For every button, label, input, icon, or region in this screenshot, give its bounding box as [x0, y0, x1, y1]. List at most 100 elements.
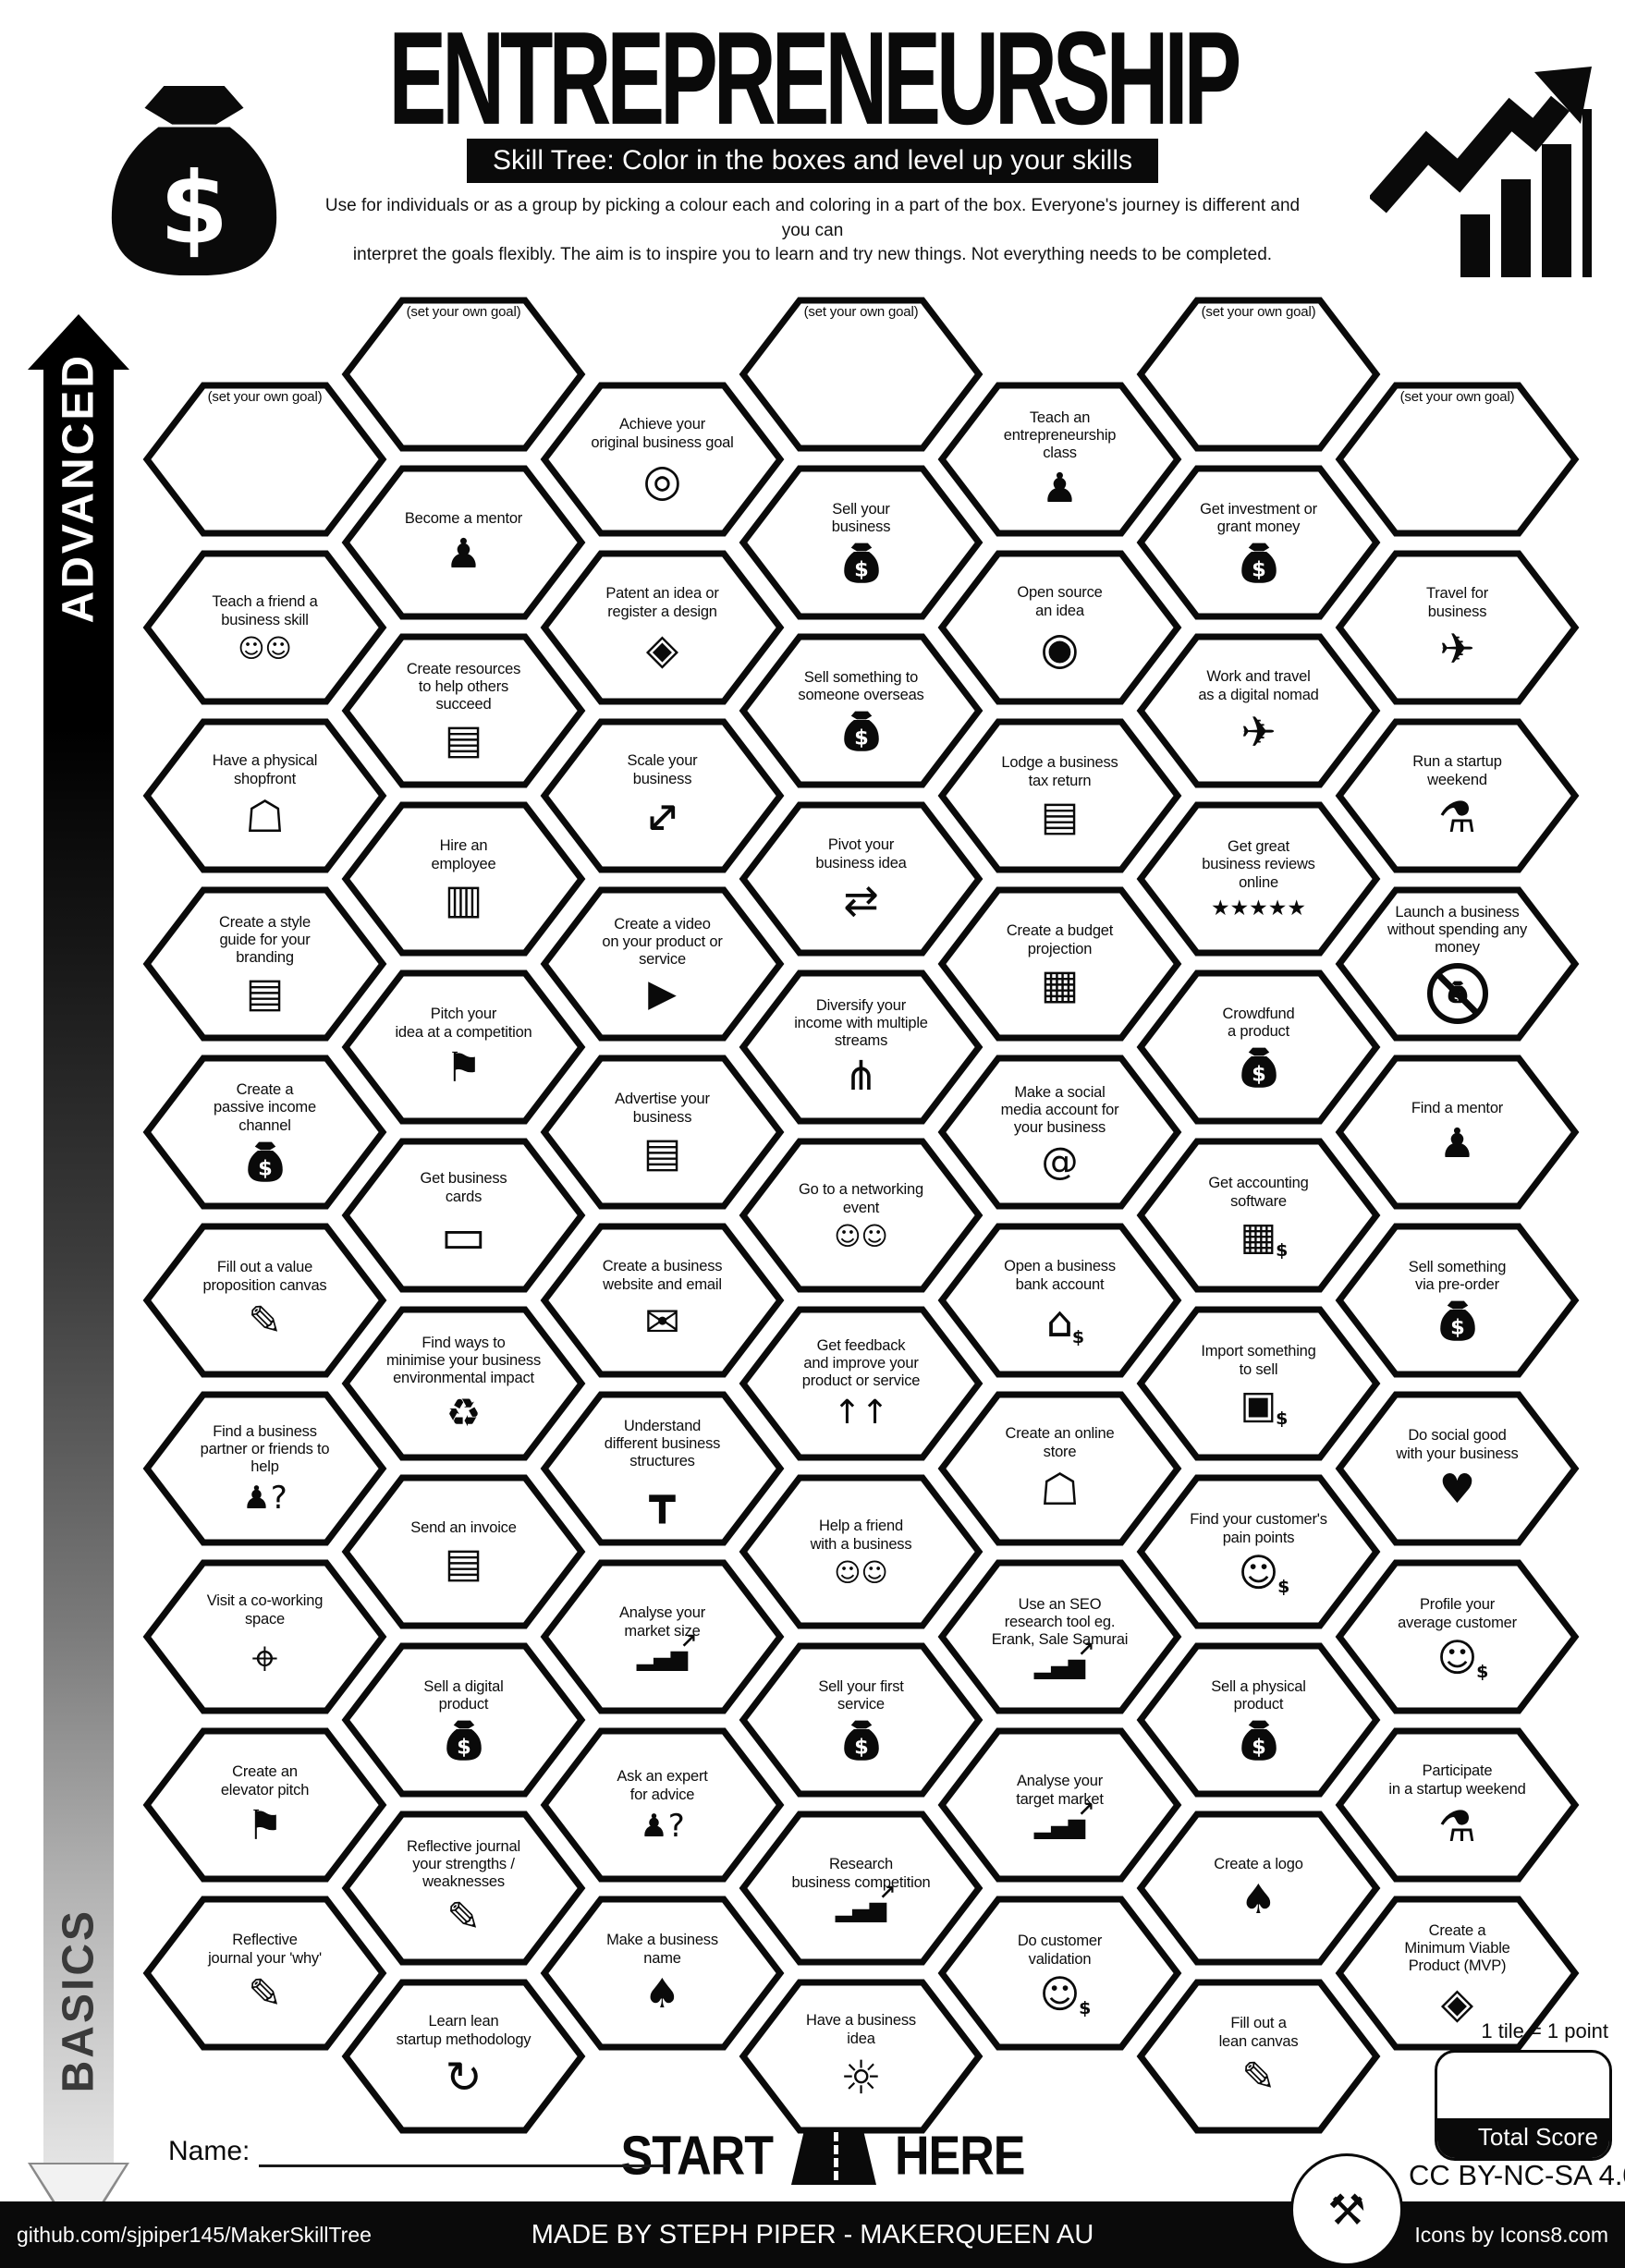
hex-tile-analyse-your-market-size[interactable]: Analyse your market size ▂▄▆ ↗ [540, 1558, 785, 1715]
hex-tile-become-a-mentor[interactable]: Become a mentor ♟ [341, 464, 586, 621]
hex-tile-analyse-your-target-market[interactable]: Analyse your target market ▂▄▆ ↗ [937, 1726, 1182, 1884]
hex-tile-create-a-style-guide-for-your-branding[interactable]: Create a style guide for your branding ▤ [142, 885, 387, 1043]
hex-tile-patent-an-idea-or-register-a-design[interactable]: Patent an idea or register a design ◈ [540, 549, 785, 706]
hex-tile-create-resources-to-help-others-succeed[interactable]: Create resources to help others succeed ▤ [341, 632, 586, 789]
hex-tile-sell-a-digital-product[interactable]: Sell a digital product $ [341, 1641, 586, 1799]
hex-tile-crowdfund-a-product[interactable]: Crowdfund a product $ [1136, 969, 1381, 1126]
hex-tile-create-a-minimum-viable-product-mvp[interactable]: Create a Minimum Viable Product (MVP) ◈ [1335, 1895, 1580, 2052]
hex-tile-profile-your-average-customer[interactable]: Profile your average customer ☺ $ [1335, 1558, 1580, 1715]
hex-tile-travel-for-business[interactable]: Travel for business ✈ [1335, 549, 1580, 706]
hex-tile-do-social-good-with-your-business[interactable]: Do social good with your business ♥ [1335, 1390, 1580, 1547]
hex-tile-find-a-business-partner-or-friends-to-help[interactable]: Find a business partner or friends to he… [142, 1390, 387, 1547]
hex-tile-launch-a-business-without-spending-any-mon[interactable]: Launch a business without spending any m… [1335, 885, 1580, 1043]
hexagon-outline [540, 550, 785, 705]
hex-tile-visit-a-co-working-space[interactable]: Visit a co-working space ⌖ [142, 1558, 387, 1715]
hex-tile-reflective-journal-your-strengths-weakness[interactable]: Reflective journal your strengths / weak… [341, 1810, 586, 1967]
hex-tile-understand-different-business-structures[interactable]: Understand different business structures… [540, 1390, 785, 1547]
hex-tile-create-a-budget-projection[interactable]: Create a budget projection ▦ [937, 885, 1182, 1043]
hex-tile-work-and-travel-as-a-digital-nomad[interactable]: Work and travel as a digital nomad ✈ [1136, 632, 1381, 789]
hex-tile-fill-out-a-lean-canvas[interactable]: Fill out a lean canvas ✎ [1136, 1978, 1381, 2135]
hex-tile-have-a-business-idea[interactable]: Have a business idea ☼ [739, 1978, 984, 2135]
hex-content: Use an SEO research tool eg. Erank, Sale… [937, 1558, 1182, 1715]
hex-tile-open-source-an-idea[interactable]: Open source an idea ◉ [937, 549, 1182, 706]
hex-tile-scale-your-business[interactable]: Scale your business ↔ [540, 717, 785, 874]
hex-tile-get-great-business-reviews-online[interactable]: Get great business reviews online ★★★★★ [1136, 800, 1381, 957]
svg-text:$: $ [1450, 1316, 1465, 1340]
hex-tile-teach-a-friend-a-business-skill[interactable]: Teach a friend a business skill ☺☺ [142, 549, 387, 706]
hex-tile-get-investment-or-grant-money[interactable]: Get investment or grant money $ [1136, 464, 1381, 621]
footer-icons-credit[interactable]: Icons by Icons8.com [1414, 2222, 1608, 2247]
hex-tile-advertise-your-business[interactable]: Advertise your business ▤ [540, 1054, 785, 1211]
hex-tile-help-a-friend-with-a-business[interactable]: Help a friend with a business ☺☺ [739, 1473, 984, 1630]
hexagon-outline [540, 886, 785, 1042]
hex-tile-get-accounting-software[interactable]: Get accounting software ▦ $ [1136, 1137, 1381, 1294]
hex-tile-go-to-a-networking-event[interactable]: Go to a networking event ☺☺ [739, 1137, 984, 1294]
hex-tile-create-an-elevator-pitch[interactable]: Create an elevator pitch ⚑ [142, 1726, 387, 1884]
hex-label: Create an elevator pitch [220, 1763, 310, 1799]
hex-tile-create-a-video-on-your-product-or-service[interactable]: Create a video on your product or servic… [540, 885, 785, 1043]
hexagon-outline [341, 1474, 586, 1629]
hex-tile-run-a-startup-weekend[interactable]: Run a startup weekend ⚗ [1335, 717, 1580, 874]
hex-tile-diversify-your-income-with-multiple-stream[interactable]: Diversify your income with multiple stre… [739, 969, 984, 1126]
hex-label: Fill out a value proposition canvas [202, 1259, 327, 1294]
hexagon-outline [739, 1642, 984, 1798]
hexagon-outline [937, 1727, 1182, 1883]
hex-tile-learn-lean-startup-methodology[interactable]: Learn lean startup methodology ↻ [341, 1978, 586, 2135]
hex-tile-get-feedback-and-improve-your-product-or-s[interactable]: Get feedback and improve your product or… [739, 1305, 984, 1462]
eco-footprint-icon: ♻ [446, 1390, 482, 1436]
hex-label: Create a logo [1214, 1855, 1303, 1872]
name-input-line[interactable] [259, 2133, 666, 2167]
hexagon-outline [1136, 969, 1381, 1125]
hex-label: Have a business idea [806, 2012, 916, 2047]
hex-label: Sell your first service [818, 1677, 904, 1713]
hex-tile-make-a-social-media-account-for-your-busin[interactable]: Make a social media account for your bus… [937, 1054, 1182, 1211]
hex-tile-set-your-own-goal[interactable]: (set your own goal) [739, 296, 984, 453]
hex-tile-fill-out-a-value-proposition-canvas[interactable]: Fill out a value proposition canvas ✎ [142, 1222, 387, 1379]
footer-github-link[interactable]: github.com/sjpiper145/MakerSkillTree [17, 2222, 372, 2247]
hex-tile-pivot-your-business-idea[interactable]: Pivot your business idea ⇄ [739, 800, 984, 957]
hex-tile-find-ways-to-minimise-your-business-enviro[interactable]: Find ways to minimise your business envi… [341, 1305, 586, 1462]
hex-tile-get-business-cards[interactable]: Get business cards ▭ [341, 1137, 586, 1294]
hex-tile-set-your-own-goal[interactable]: (set your own goal) [142, 381, 387, 538]
hex-tile-lodge-a-business-tax-return[interactable]: Lodge a business tax return ▤ [937, 717, 1182, 874]
hex-tile-sell-your-business[interactable]: Sell your business $ [739, 464, 984, 621]
svg-text:$: $ [854, 1736, 869, 1760]
hex-tile-create-a-logo[interactable]: Create a logo ♠ [1136, 1810, 1381, 1967]
growth-chart-logo-icon [1368, 67, 1592, 284]
hex-tile-import-something-to-sell[interactable]: Import something to sell ▣ $ [1136, 1305, 1381, 1462]
hex-tile-create-an-online-store[interactable]: Create an online store ☖ [937, 1390, 1182, 1547]
hex-tile-set-your-own-goal[interactable]: (set your own goal) [341, 296, 586, 453]
lightbulb-icon: ☼ [840, 2050, 882, 2104]
hex-tile-sell-a-physical-product[interactable]: Sell a physical product $ [1136, 1641, 1381, 1799]
hex-tile-sell-something-via-pre-order[interactable]: Sell something via pre-order $ [1335, 1222, 1580, 1379]
hex-tile-teach-an-entrepreneurship-class[interactable]: Teach an entrepreneurship class ♟ [937, 381, 1182, 538]
hexagon-outline [1136, 1138, 1381, 1293]
hex-tile-reflective-journal-your-why[interactable]: Reflective journal your 'why' ✎ [142, 1895, 387, 2052]
hex-tile-research-business-competition[interactable]: Research business competition ▂▄▆ ↗ [739, 1810, 984, 1967]
hex-tile-find-a-mentor[interactable]: Find a mentor ♟ [1335, 1054, 1580, 1211]
hex-tile-do-customer-validation[interactable]: Do customer validation ☺ $ [937, 1895, 1182, 2052]
hex-tile-use-an-seo-research-tool-eg-erank-sale-sam[interactable]: Use an SEO research tool eg. Erank, Sale… [937, 1558, 1182, 1715]
hex-content: Get accounting software ▦ $ [1136, 1137, 1381, 1294]
hex-tile-set-your-own-goal[interactable]: (set your own goal) [1136, 296, 1381, 453]
hex-content: (set your own goal) [739, 296, 984, 453]
hex-tile-sell-something-to-someone-overseas[interactable]: Sell something to someone overseas $ [739, 632, 984, 789]
total-score-box[interactable]: Total Score [1435, 2050, 1612, 2161]
hex-tile-ask-an-expert-for-advice[interactable]: Ask an expert for advice ♟? [540, 1726, 785, 1884]
airplane-icon: ✈ [1439, 623, 1475, 674]
hex-tile-find-your-customer-s-pain-points[interactable]: Find your customer's pain points ☺ $ [1136, 1473, 1381, 1630]
hex-tile-open-a-business-bank-account[interactable]: Open a business bank account ⌂ $ [937, 1222, 1182, 1379]
hex-tile-make-a-business-name[interactable]: Make a business name ♠ [540, 1895, 785, 2052]
hex-tile-sell-your-first-service[interactable]: Sell your first service $ [739, 1641, 984, 1799]
hex-tile-participate-in-a-startup-weekend[interactable]: Participate in a startup weekend ⚗ [1335, 1726, 1580, 1884]
hex-tile-hire-an-employee[interactable]: Hire an employee ▥ [341, 800, 586, 957]
hex-tile-create-a-business-website-and-email[interactable]: Create a business website and email ✉ [540, 1222, 785, 1379]
hex-label: Run a startup weekend [1412, 753, 1502, 788]
hex-tile-pitch-your-idea-at-a-competition[interactable]: Pitch your idea at a competition ⚑ [341, 969, 586, 1126]
hex-tile-have-a-physical-shopfront[interactable]: Have a physical shopfront ☖ [142, 717, 387, 874]
two-people-laptop-icon: ☺☺ [834, 1556, 888, 1588]
hex-tile-send-an-invoice[interactable]: Send an invoice ▤ [341, 1473, 586, 1630]
hex-tile-set-your-own-goal[interactable]: (set your own goal) [1335, 381, 1580, 538]
hex-tile-achieve-your-original-business-goal[interactable]: Achieve your original business goal ◎ [540, 381, 785, 538]
hex-tile-create-a-passive-income-channel[interactable]: Create a passive income channel $ [142, 1054, 387, 1211]
